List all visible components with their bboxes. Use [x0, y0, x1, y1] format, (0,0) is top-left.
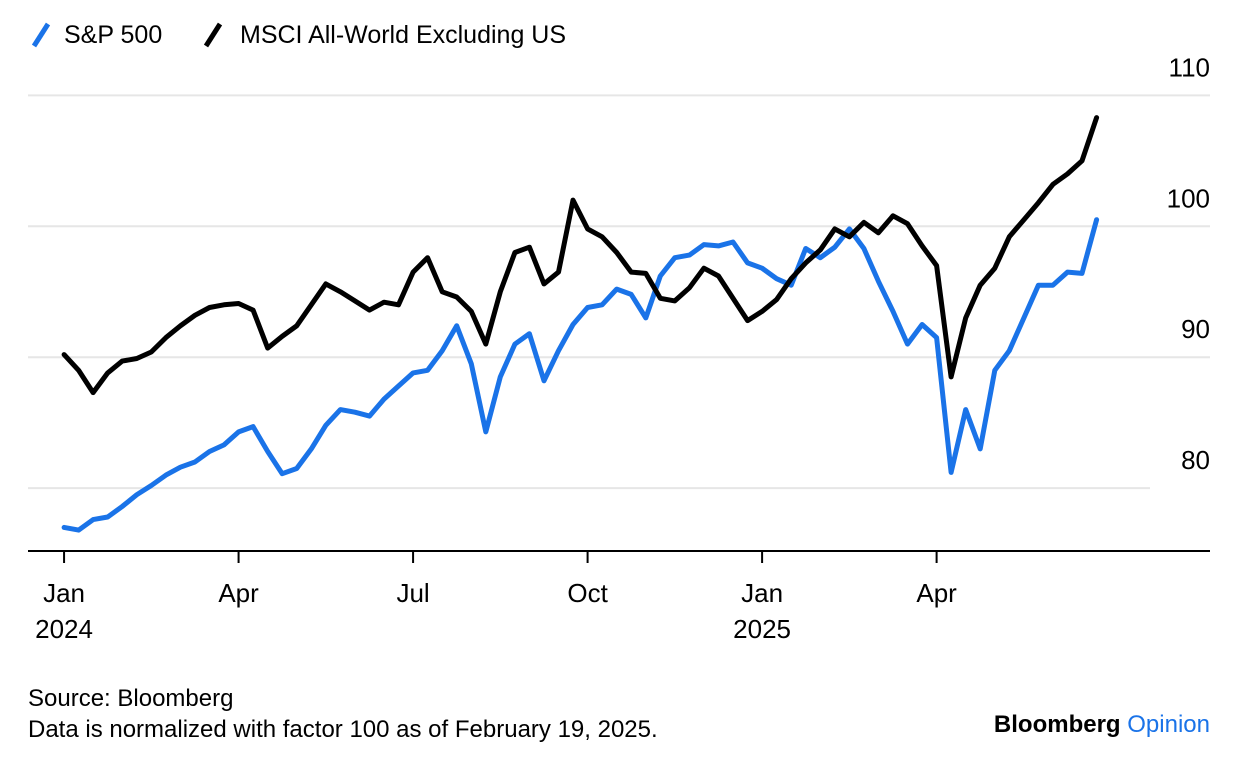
y-tick-label: 100	[1167, 183, 1210, 213]
x-tick-label: Jul	[396, 578, 429, 608]
legend-label: MSCI All-World Excluding US	[240, 21, 566, 49]
x-tick-label: Apr	[218, 578, 259, 608]
legend-label: S&P 500	[64, 21, 162, 49]
x-tick-label: Apr	[916, 578, 957, 608]
legend: S&P 500 MSCI All-World Excluding US	[31, 21, 566, 49]
y-tick-label: 80	[1181, 445, 1210, 475]
x-tick-year: 2025	[733, 614, 791, 644]
x-tick-label: Oct	[567, 578, 608, 608]
brand-name: Bloomberg	[994, 711, 1121, 738]
brand-suffix: Opinion	[1127, 711, 1210, 738]
y-tick-label: 110	[1169, 52, 1210, 82]
series-line	[61, 115, 1100, 396]
note: Data is normalized with factor 100 as of…	[28, 716, 658, 743]
brand: Bloomberg Opinion	[994, 711, 1210, 738]
source: Source: Bloomberg	[28, 685, 233, 712]
x-tick-label: Jan	[741, 578, 783, 608]
x-tick-label: Jan	[43, 578, 85, 608]
x-tick-year: 2024	[35, 614, 93, 644]
series-line	[61, 217, 1100, 533]
legend-swatch	[203, 22, 223, 48]
y-tick-label: 90	[1181, 314, 1210, 344]
legend-swatch	[31, 22, 51, 48]
